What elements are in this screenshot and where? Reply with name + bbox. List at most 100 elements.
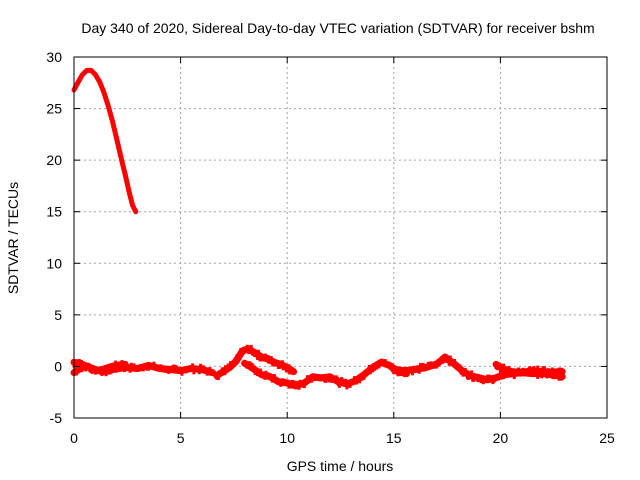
data-point <box>268 359 272 363</box>
data-point <box>479 380 483 384</box>
data-point <box>312 378 316 382</box>
data-point <box>102 366 106 370</box>
data-point <box>481 381 485 385</box>
data-point <box>193 368 197 372</box>
data-point <box>520 369 524 373</box>
x-tick-label: 20 <box>493 430 509 446</box>
data-point <box>497 363 500 367</box>
series-arc <box>492 360 566 378</box>
data-point <box>550 367 554 371</box>
data-point <box>122 366 126 370</box>
data-point <box>270 379 274 383</box>
data-point <box>463 367 467 371</box>
data-point <box>115 369 119 373</box>
data-point <box>326 375 330 379</box>
data-point <box>392 371 396 375</box>
data-point <box>92 367 96 371</box>
data-point <box>164 369 168 373</box>
data-point <box>478 376 482 380</box>
data-point <box>506 371 510 375</box>
data-point <box>100 87 104 91</box>
data-point <box>499 369 503 373</box>
y-tick-label: 5 <box>54 307 62 323</box>
data-point <box>363 374 367 378</box>
data-point <box>544 372 548 376</box>
data-point <box>108 369 112 373</box>
data-point <box>453 359 457 362</box>
data-point <box>249 344 253 348</box>
data-point <box>546 368 550 372</box>
data-point <box>189 368 193 372</box>
data-point <box>93 371 97 375</box>
data-point <box>103 370 107 374</box>
data-point <box>105 369 109 373</box>
data-point <box>333 377 337 381</box>
data-point <box>264 370 268 374</box>
data-point <box>118 364 122 368</box>
data-point <box>280 362 284 366</box>
data-point <box>321 376 325 380</box>
data-point <box>545 374 549 378</box>
data-point <box>473 377 477 381</box>
data-point <box>132 363 136 367</box>
data-point <box>287 364 291 368</box>
data-point <box>144 365 148 369</box>
data-point <box>95 75 99 79</box>
data-point <box>347 380 351 384</box>
data-point <box>223 372 227 376</box>
data-point <box>310 379 314 383</box>
data-point <box>493 378 497 381</box>
series-arc <box>213 344 298 381</box>
data-point <box>109 114 113 118</box>
data-point <box>480 377 484 381</box>
data-point <box>349 379 353 383</box>
data-point <box>521 367 525 371</box>
data-point <box>126 185 130 189</box>
data-point <box>257 354 261 357</box>
data-point <box>403 374 406 378</box>
data-point <box>358 380 362 384</box>
data-point <box>540 368 544 372</box>
data-point <box>263 358 267 362</box>
data-point <box>496 374 500 378</box>
data-point <box>204 369 208 373</box>
data-point <box>556 373 560 377</box>
data-point <box>112 125 116 129</box>
data-point <box>279 383 283 387</box>
data-point <box>133 208 137 212</box>
data-point <box>192 371 196 375</box>
data-point <box>73 85 77 89</box>
y-tick-label: 20 <box>46 152 62 168</box>
data-point <box>343 381 347 385</box>
data-point <box>147 367 151 371</box>
data-point <box>128 369 132 373</box>
data-point <box>556 375 560 379</box>
data-point <box>89 367 93 370</box>
data-point <box>119 155 123 159</box>
data-point <box>179 368 183 372</box>
data-point <box>344 378 348 382</box>
data-point <box>151 363 155 367</box>
data-point <box>353 378 357 382</box>
data-point <box>251 352 255 356</box>
data-point <box>84 368 88 372</box>
data-point <box>246 345 250 349</box>
data-point <box>272 374 276 377</box>
data-point <box>220 367 224 371</box>
data-point <box>109 363 113 367</box>
data-point <box>251 364 255 368</box>
data-point <box>240 348 244 352</box>
data-point <box>96 77 100 81</box>
data-point <box>454 365 458 369</box>
data-point <box>434 365 438 369</box>
data-point <box>494 376 498 380</box>
data-point <box>403 367 406 371</box>
data-point <box>327 379 331 383</box>
data-point <box>500 371 503 375</box>
data-point <box>258 358 262 362</box>
data-point <box>276 363 280 367</box>
data-point <box>252 349 256 352</box>
x-tick-label: 15 <box>386 430 402 446</box>
data-point <box>409 368 413 371</box>
data-point <box>352 376 356 380</box>
